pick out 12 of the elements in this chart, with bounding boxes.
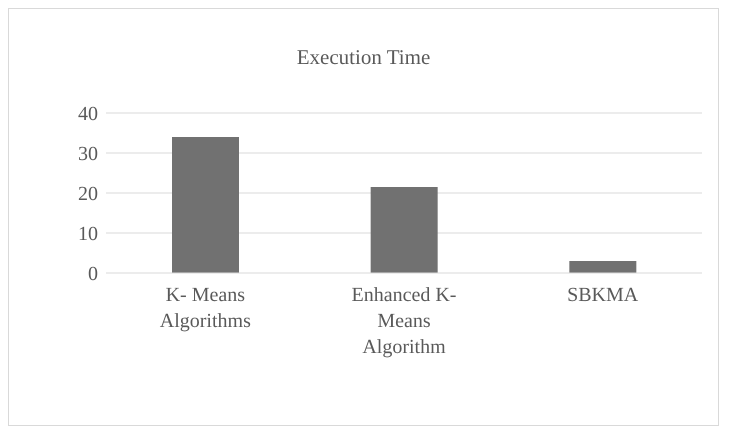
x-tick-label: SBKMA [567,284,639,306]
y-tick-label: 10 [78,223,98,246]
bar [569,261,636,273]
y-tick-label: 0 [88,263,98,286]
x-tick-label: Enhanced K- Means Algorithm [352,284,456,358]
y-tick-label: 30 [78,143,98,166]
chart-title: Execution Time [296,45,432,70]
bar [370,187,438,273]
x-tick-label: K- Means Algorithms [160,284,252,332]
y-tick-label: 20 [78,183,98,206]
y-tick-label: 40 [78,103,98,126]
bar [172,137,239,273]
